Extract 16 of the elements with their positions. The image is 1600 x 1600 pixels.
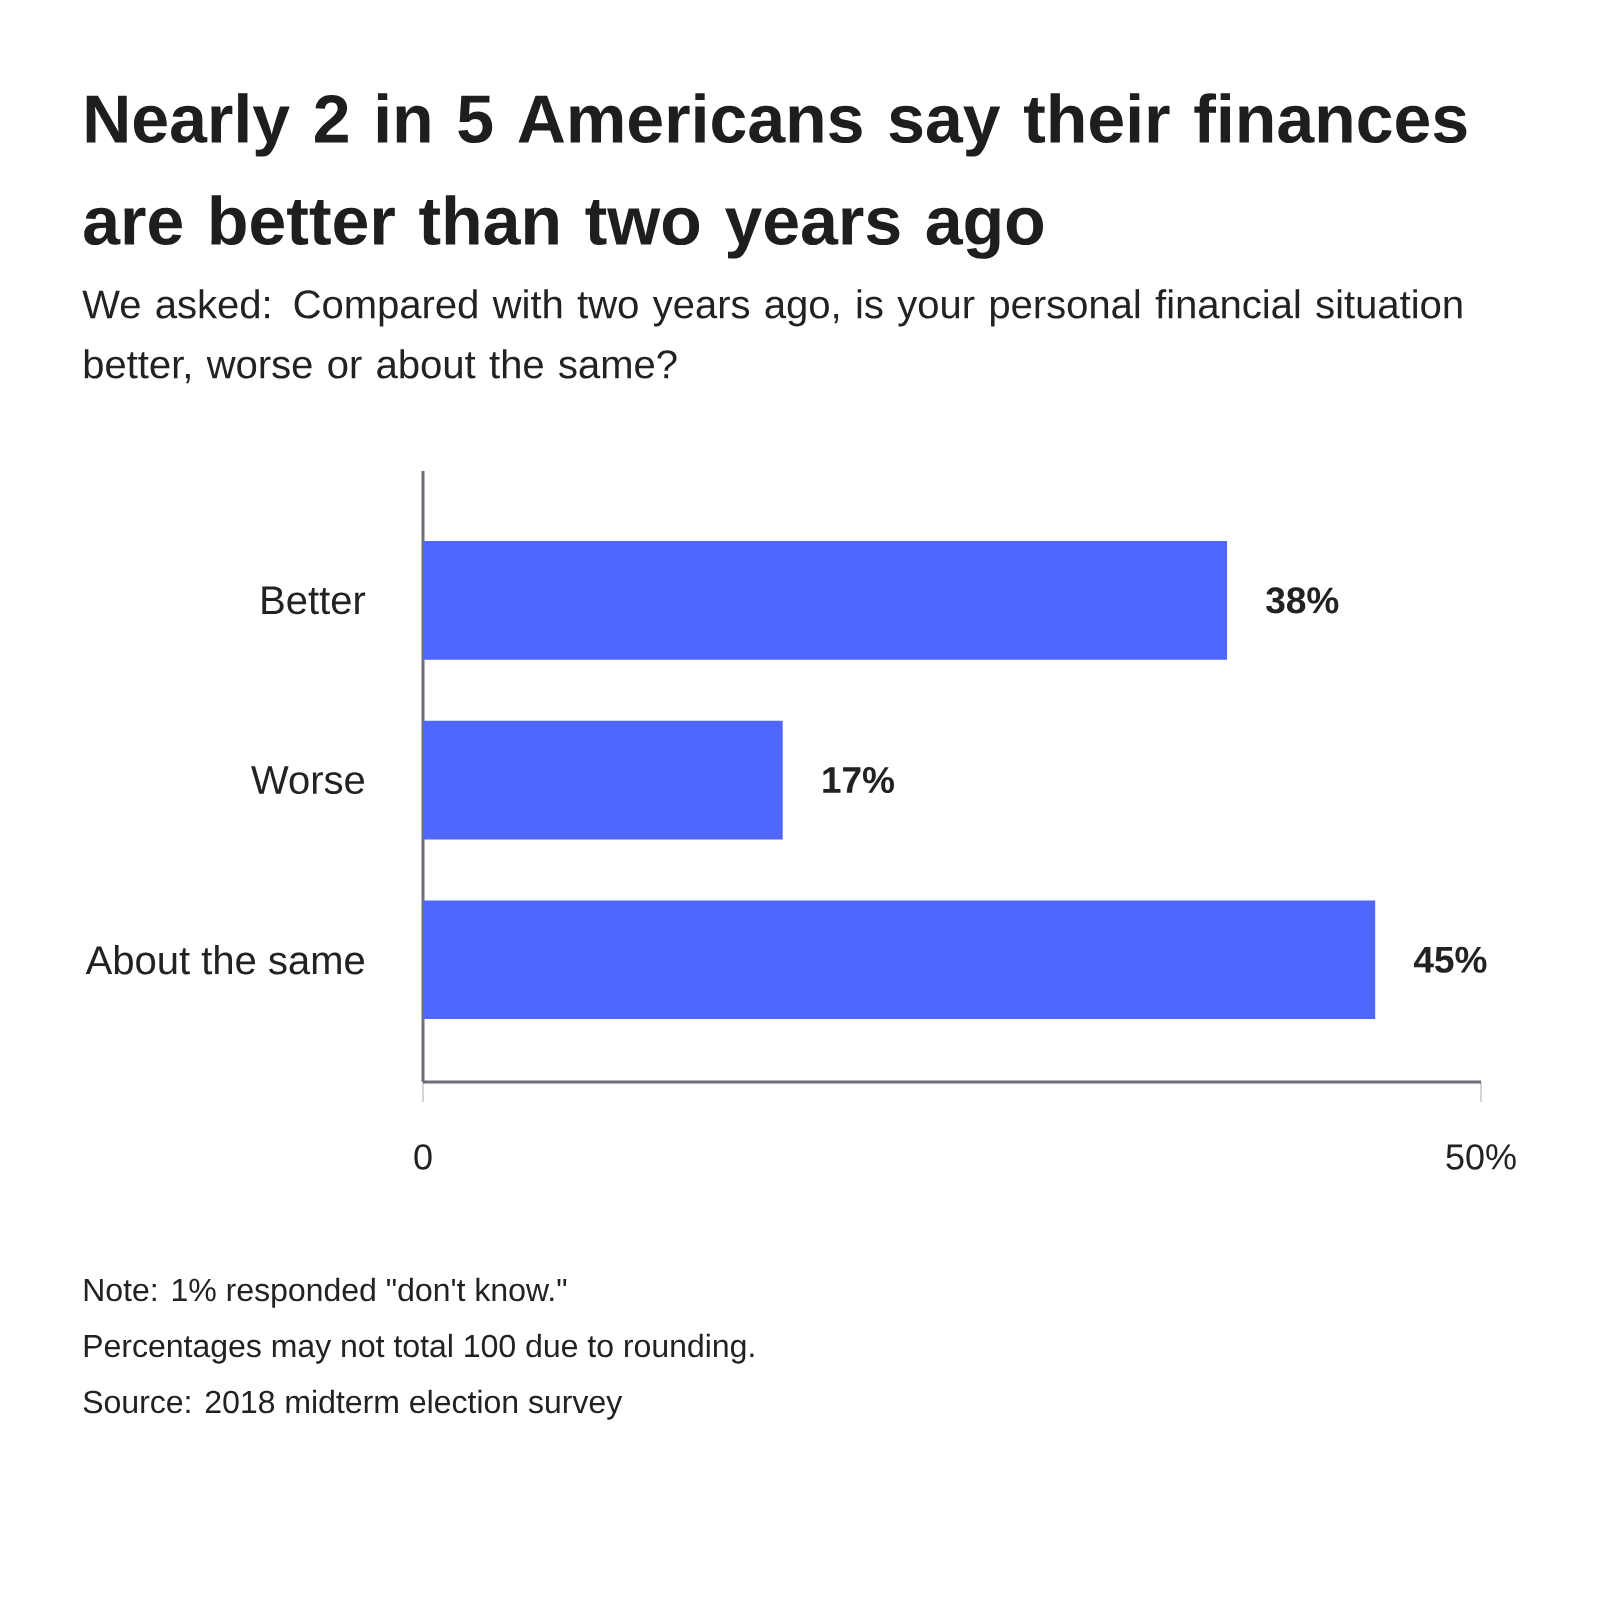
- data-label: 17%: [823, 767, 894, 794]
- text: Note: 1% responded "don't know.": [84, 1277, 567, 1308]
- chart-title: Nearly 2 in 5 Americans say their finances are better than two years ago: [84, 93, 1467, 259]
- y-tick-label: About the same: [85, 945, 364, 975]
- data-label: 45%: [1413, 946, 1487, 973]
- data-label: 38%: [1266, 587, 1339, 614]
- x-tick-label: 50%: [1446, 1144, 1516, 1170]
- source-note: Source: 2018 midterm election survey: [83, 1389, 623, 1420]
- text: Percentages may not total 100 due to rounding.: [84, 1333, 754, 1364]
- y-tick-label: Better: [262, 586, 366, 615]
- x-tick-label: 0: [414, 1144, 432, 1170]
- y-tick-label: Worse: [251, 766, 365, 795]
- bar: [423, 720, 783, 840]
- bar: [423, 900, 1376, 1020]
- chart-subtitle: We asked: Compared with two years ago, is your personal financial situation better, worse or about the same?: [82, 289, 1462, 384]
- bar: [423, 541, 1228, 660]
